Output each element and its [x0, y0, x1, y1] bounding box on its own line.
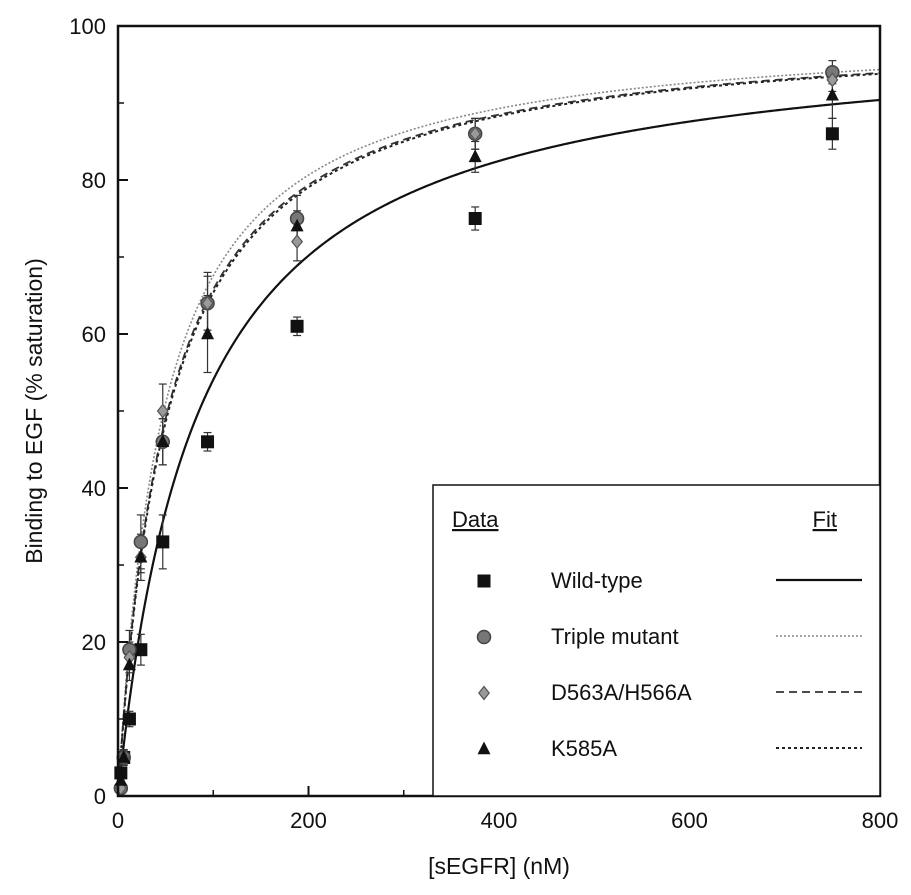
legend-entry: Wild-type [477, 568, 862, 593]
axis-ticks: 0 200 400 600 800 0 20 40 60 80 100 [69, 14, 898, 833]
x-tick-label: 800 [862, 808, 899, 833]
y-tick-label: 60 [82, 322, 106, 347]
data-point [825, 127, 839, 141]
data-point [201, 435, 215, 449]
data-point [122, 712, 136, 726]
data-point [291, 234, 304, 250]
data-point [201, 326, 215, 340]
legend-label: Triple mutant [551, 624, 679, 649]
fit-curves [116, 68, 881, 797]
legend: Data Fit Wild-type Triple mutant D563A/H56… [432, 484, 881, 797]
data-point [290, 218, 304, 232]
legend-fit-header: Fit [813, 507, 837, 532]
x-axis-label: [sEGFR] (nM) [428, 853, 570, 879]
legend-marker [477, 741, 491, 755]
y-axis-label: Binding to EGF (% saturation) [21, 258, 47, 564]
data-point [469, 126, 482, 142]
fit-curve [117, 72, 881, 797]
legend-entry: D563A/H566A [478, 680, 862, 705]
legend-entry: Triple mutant [476, 624, 862, 649]
data-point [468, 149, 482, 163]
data-markers [113, 64, 840, 796]
legend-marker [477, 574, 491, 588]
fit-curve [117, 72, 881, 797]
data-point [826, 72, 839, 88]
legend-label: K585A [551, 736, 617, 761]
data-point [134, 549, 148, 563]
legend-entry: K585A [477, 736, 862, 761]
x-tick-label: 600 [671, 808, 708, 833]
fit-curve [117, 68, 881, 797]
data-point [290, 319, 304, 333]
y-tick-label: 0 [94, 784, 106, 809]
data-point [201, 295, 214, 311]
legend-box [432, 484, 881, 797]
data-point [133, 534, 149, 550]
data-point [156, 403, 169, 419]
y-tick-label: 40 [82, 476, 106, 501]
legend-data-header: Data [452, 507, 499, 532]
data-point [117, 750, 131, 763]
data-point [825, 87, 839, 101]
data-point [134, 643, 148, 657]
fit-curve [116, 98, 881, 797]
x-tick-label: 0 [112, 808, 124, 833]
legend-marker [478, 685, 490, 701]
y-tick-label: 80 [82, 168, 106, 193]
legend-marker [476, 629, 492, 645]
data-point [156, 434, 170, 447]
data-point [156, 535, 170, 549]
y-tick-label: 20 [82, 630, 106, 655]
data-point [468, 212, 482, 225]
legend-label: D563A/H566A [551, 680, 692, 705]
legend-label: Wild-type [551, 568, 643, 593]
x-tick-label: 200 [290, 808, 327, 833]
data-point [122, 657, 136, 671]
x-tick-label: 400 [481, 808, 518, 833]
y-tick-label: 100 [69, 14, 106, 39]
